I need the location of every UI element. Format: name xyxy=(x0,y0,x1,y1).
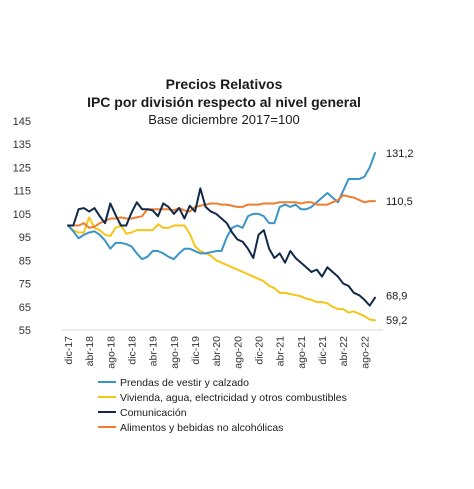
x-tick-label: ago-18 xyxy=(105,336,117,369)
y-tick-label: 145 xyxy=(13,116,31,128)
x-tick-label: ago-20 xyxy=(232,336,244,369)
series-line xyxy=(67,187,376,307)
series-end-label: 68,9 xyxy=(386,291,407,303)
y-tick-label: 65 xyxy=(19,302,31,314)
chart-title: Precios Relativos xyxy=(166,76,283,92)
x-tick-label: dic-17 xyxy=(63,336,75,365)
chart-subtitle-base: Base diciembre 2017=100 xyxy=(148,112,299,127)
legend-label: Alimentos y bebidas no alcohólicas xyxy=(120,422,283,434)
series-line xyxy=(67,194,376,229)
y-tick-label: 95 xyxy=(19,232,31,244)
x-tick-label: dic-20 xyxy=(254,336,266,365)
series-end-label: 131,2 xyxy=(386,148,414,160)
y-tick-label: 135 xyxy=(13,139,31,151)
x-tick-label: dic-21 xyxy=(317,336,329,365)
series-line xyxy=(67,216,376,322)
x-tick-label: abr-21 xyxy=(275,336,287,367)
series-end-label: 110,5 xyxy=(386,196,413,208)
x-tick-label: abr-18 xyxy=(84,336,96,367)
x-tick-label: ago-21 xyxy=(296,336,308,369)
legend: Prendas de vestir y calzado Vivienda, agu… xyxy=(98,377,347,434)
y-tick-label: 85 xyxy=(19,255,31,267)
x-tick-label: ago-19 xyxy=(169,336,181,369)
series-end-label: 59,2 xyxy=(386,315,407,327)
legend-label: Comunicación xyxy=(120,407,187,419)
plot-area: 145 135 125 115 105 95 85 75 65 55 dic-17 abr-18 ago… xyxy=(13,116,414,369)
x-tick-label: dic-18 xyxy=(127,336,139,365)
y-tick-label: 115 xyxy=(13,186,31,198)
x-tick-label: dic-19 xyxy=(190,336,202,365)
y-tick-label: 105 xyxy=(13,209,31,221)
y-tick-label: 55 xyxy=(19,325,31,337)
x-tick-label: ago-22 xyxy=(359,336,371,369)
x-tick-label: abr-19 xyxy=(148,336,160,367)
x-tick-label: abr-20 xyxy=(211,336,223,367)
y-tick-label: 125 xyxy=(13,162,31,174)
legend-label: Prendas de vestir y calzado xyxy=(120,377,249,389)
series-line xyxy=(67,152,376,261)
chart-subtitle: IPC por división respecto al nivel gener… xyxy=(87,94,361,110)
x-tick-label: abr-22 xyxy=(338,336,350,367)
y-tick-label: 75 xyxy=(19,279,31,291)
legend-label: Vivienda, agua, electricidad y otros com… xyxy=(120,392,347,404)
